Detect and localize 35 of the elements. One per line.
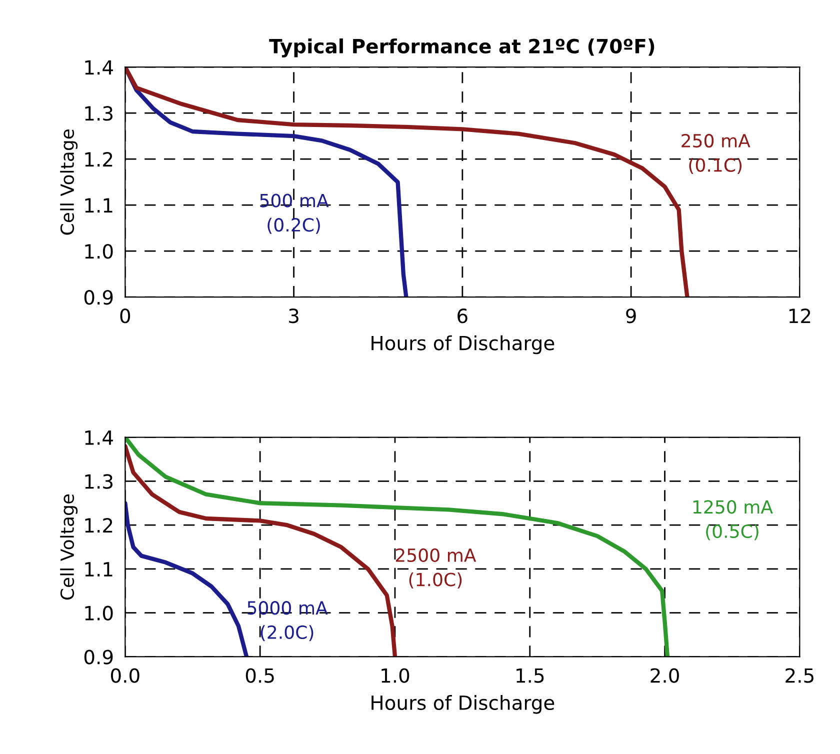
x-tick-label: 3 [289, 308, 298, 324]
series-label: 2500 mA (1.0C) [396, 548, 476, 588]
y-tick-label: 1.3 [85, 106, 112, 121]
x-tick-label: 1.5 [516, 668, 544, 683]
x-tick-label: 0.5 [246, 668, 274, 683]
y-tick-label: 1.4 [85, 430, 113, 445]
line-series [125, 444, 398, 657]
y-tick-label: 1.1 [85, 198, 112, 212]
x-tick-label: 9 [626, 308, 636, 324]
chart-title: Typical Performance at 21ºC (70ºF) [269, 38, 654, 58]
y-tick-label: 1.0 [85, 606, 113, 621]
x-tick-label: 12 [789, 308, 810, 323]
y-tick-label: 1.0 [85, 244, 113, 259]
y-tick-label: 1.3 [85, 474, 112, 489]
y-tick-label: 1.2 [85, 152, 112, 166]
y-tick-label: 1.1 [85, 562, 112, 576]
line-series [125, 501, 249, 657]
x-tick-label: 0.0 [110, 668, 140, 683]
y-tick-label: 0.9 [84, 290, 113, 305]
y-axis-title: Cell Voltage [60, 494, 78, 600]
y-axis-title: Cell Voltage [60, 129, 78, 235]
line-series [125, 437, 670, 657]
y-tick-label: 1.2 [85, 518, 112, 532]
text: 1250 mA (0.5C) [693, 500, 773, 540]
text: 500 mA (0.2C) [260, 194, 329, 234]
x-tick-label: 6 [458, 308, 468, 324]
x-tick-label: 2.5 [786, 668, 814, 683]
x-tick-label: 1.0 [382, 668, 410, 683]
x-tick-label: 2.0 [650, 668, 679, 683]
x-axis-title: Hours of Discharge [372, 694, 554, 714]
y-tick-label: 1.4 [85, 60, 113, 74]
x-axis-title: Hours of Discharge [372, 335, 554, 354]
series-label: 250 mA (0.1C) [682, 134, 750, 174]
y-tick-label: 0.9 [84, 650, 113, 664]
x-tick-label: 0 [120, 308, 130, 324]
